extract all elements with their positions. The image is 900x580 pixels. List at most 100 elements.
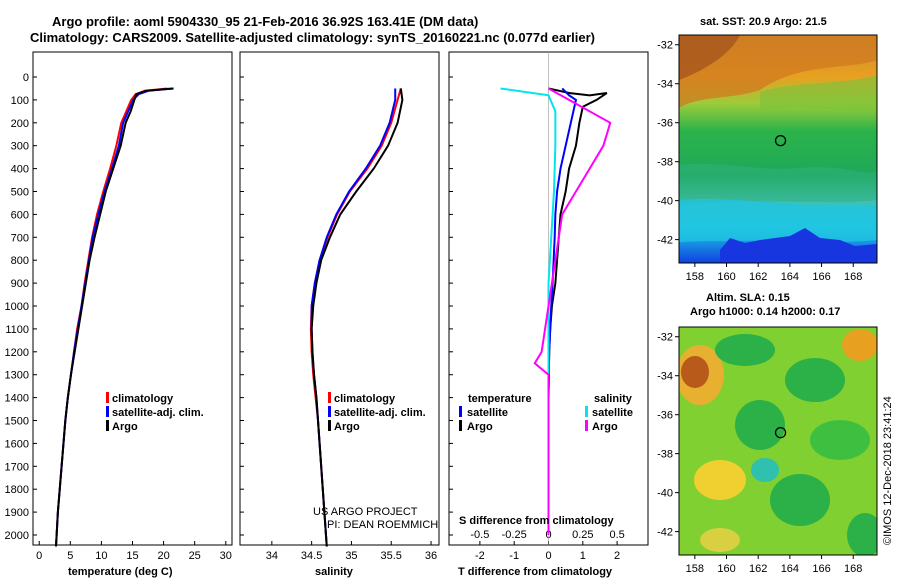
salinity-panel-frame	[239, 51, 440, 546]
header-line-1: Argo profile: aoml 5904330_95 21-Feb-201…	[52, 14, 479, 29]
difference-temperature-legend: temperature satellite Argo	[459, 393, 532, 433]
sla-lon-tick-label: 162	[749, 563, 767, 575]
x-tick-label: -1	[509, 550, 519, 562]
temperature-panel-frame	[32, 51, 233, 546]
depth-tick-label: 2000	[5, 530, 29, 542]
depth-tick-label: 1500	[5, 416, 29, 428]
series-layer	[55, 87, 612, 547]
sla-lat-tick-label: -36	[657, 410, 673, 422]
legend-temperature-argo: Argo	[467, 421, 493, 433]
s-diff-tick-label: 0.25	[572, 529, 593, 541]
depth-tick-label: 1600	[5, 438, 29, 450]
axes-layer: 0100200300400500600700800900100011001200…	[5, 52, 625, 562]
temperature-series-argo	[55, 87, 174, 547]
depth-tick-label: 1400	[5, 393, 29, 405]
legend-swatch-argo	[459, 420, 462, 431]
depth-tick-label: 500	[11, 187, 29, 199]
sla-lat-tick-label: -34	[657, 371, 673, 383]
sla-lon-tick-label: 164	[781, 563, 799, 575]
x-tick-label: 15	[126, 550, 138, 562]
legend-climatology: climatology	[112, 393, 174, 405]
sst-lat-tick-label: -34	[657, 79, 673, 91]
sla-lon-tick-label: 166	[812, 563, 830, 575]
legend-salinity-argo: Argo	[592, 421, 618, 433]
sla-lat-tick-label: -38	[657, 449, 673, 461]
x-tick-label: 25	[189, 550, 201, 562]
sla-lon-tick-label: 168	[844, 563, 862, 575]
legend-swatch-argo	[585, 420, 588, 431]
sst-lon-tick-label: 160	[717, 271, 735, 283]
x-tick-label: 5	[67, 550, 73, 562]
sst-map-image	[679, 35, 877, 263]
sla-map-title-1: Altim. SLA: 0.15	[706, 292, 790, 304]
depth-tick-label: 100	[11, 95, 29, 107]
x-tick-label: 34	[266, 550, 278, 562]
sla-lat-tick-label: -42	[657, 527, 673, 539]
temperature-xlabel: temperature (deg C)	[68, 566, 173, 578]
legend-swatch-satellite	[106, 406, 109, 417]
x-tick-label: 34.5	[301, 550, 322, 562]
depth-tick-label: 1800	[5, 484, 29, 496]
sla-map-title-2: Argo h1000: 0.14 h2000: 0.17	[690, 306, 840, 318]
temperature-legend: climatology satellite-adj. clim. Argo	[106, 392, 204, 433]
salinity-series-argo	[310, 88, 404, 547]
map-axes-layer: 158 160 162 164 166 168 -32 -34 -36 -38 -40 -42 158 1…	[657, 40, 862, 575]
sst-map-frame	[678, 34, 878, 264]
sst-lat-tick-label: -36	[657, 118, 673, 130]
legend-satellite: satellite-adj. clim.	[112, 407, 204, 419]
depth-tick-label: 1900	[5, 507, 29, 519]
imos-stamp: ©IMOS 12-Dec-2018 23:41:24	[882, 396, 894, 545]
salinity-legend: climatology satellite-adj. clim. Argo	[328, 392, 426, 433]
difference-xlabel: T difference from climatology	[458, 566, 613, 578]
depth-tick-label: 1000	[5, 301, 29, 313]
legend-swatch-argo	[106, 420, 109, 431]
sst-lon-tick-label: 166	[812, 271, 830, 283]
credit-project: US ARGO PROJECT	[313, 506, 418, 518]
legend-salinity-title: salinity	[594, 393, 633, 405]
depth-tick-label: 800	[11, 255, 29, 267]
depth-tick-label: 600	[11, 209, 29, 221]
sla-map-image	[679, 327, 877, 555]
legend-argo: Argo	[334, 421, 360, 433]
temperature-series-climatology	[55, 87, 168, 547]
salinity-series-climatology	[309, 88, 402, 547]
sst-lon-tick-label: 168	[844, 271, 862, 283]
x-tick-label: 10	[95, 550, 107, 562]
sst-lat-tick-label: -38	[657, 157, 673, 169]
sst-lat-tick-label: -40	[657, 196, 673, 208]
legend-swatch-argo	[328, 420, 331, 431]
salinity-xlabel: salinity	[315, 566, 354, 578]
x-tick-label: 20	[157, 550, 169, 562]
x-tick-label: 0	[545, 550, 551, 562]
sst-float-marker	[774, 134, 787, 147]
x-tick-label: 35.5	[381, 550, 402, 562]
legend-salinity-satellite: satellite	[592, 407, 633, 419]
depth-tick-label: 700	[11, 232, 29, 244]
sst-lat-tick-label: -42	[657, 235, 673, 247]
depth-tick-label: 1700	[5, 461, 29, 473]
depth-tick-label: 300	[11, 141, 29, 153]
legend-satellite: satellite-adj. clim.	[334, 407, 426, 419]
difference-series-salinity-argo	[533, 87, 612, 535]
sst-lon-tick-label: 162	[749, 271, 767, 283]
sla-float-marker	[774, 426, 787, 439]
s-diff-tick-label: 0.5	[609, 529, 624, 541]
sst-lat-tick-label: -32	[657, 40, 673, 52]
sla-lon-tick-label: 158	[686, 563, 704, 575]
legend-swatch-satellite	[585, 406, 588, 417]
sla-lon-tick-label: 160	[717, 563, 735, 575]
depth-tick-label: 200	[11, 118, 29, 130]
legend-temperature-title: temperature	[468, 393, 532, 405]
depth-tick-label: 1300	[5, 370, 29, 382]
salinity-series-satellite-adj-clim-	[310, 88, 397, 547]
depth-tick-label: 1200	[5, 347, 29, 359]
x-tick-label: 36	[425, 550, 437, 562]
s-diff-tick-label: -0.5	[470, 529, 489, 541]
sst-lon-tick-label: 164	[781, 271, 799, 283]
legend-temperature-satellite: satellite	[467, 407, 508, 419]
x-tick-label: 1	[580, 550, 586, 562]
s-diff-tick-label: -0.25	[502, 529, 527, 541]
legend-argo: Argo	[112, 421, 138, 433]
